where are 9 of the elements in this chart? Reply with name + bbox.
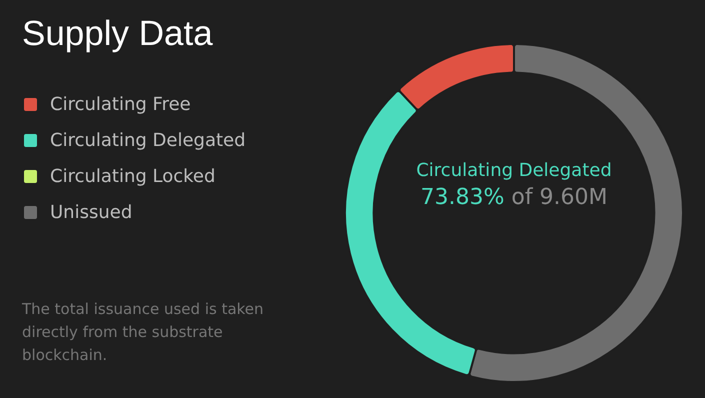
text: 73.83% <box>420 185 504 210</box>
text: Circulating Delegated <box>415 160 613 181</box>
chart-title: Supply Data <box>22 14 213 54</box>
text: of 9.60M <box>511 185 608 210</box>
legend-label: Unissued <box>50 202 132 222</box>
legend-label: Circulating Delegated <box>50 130 246 150</box>
text: The total issuance used is taken directly from the substrate blockchain. <box>22 299 265 366</box>
legend-label: Circulating Locked <box>50 166 216 186</box>
legend-label: Circulating Free <box>50 94 191 114</box>
